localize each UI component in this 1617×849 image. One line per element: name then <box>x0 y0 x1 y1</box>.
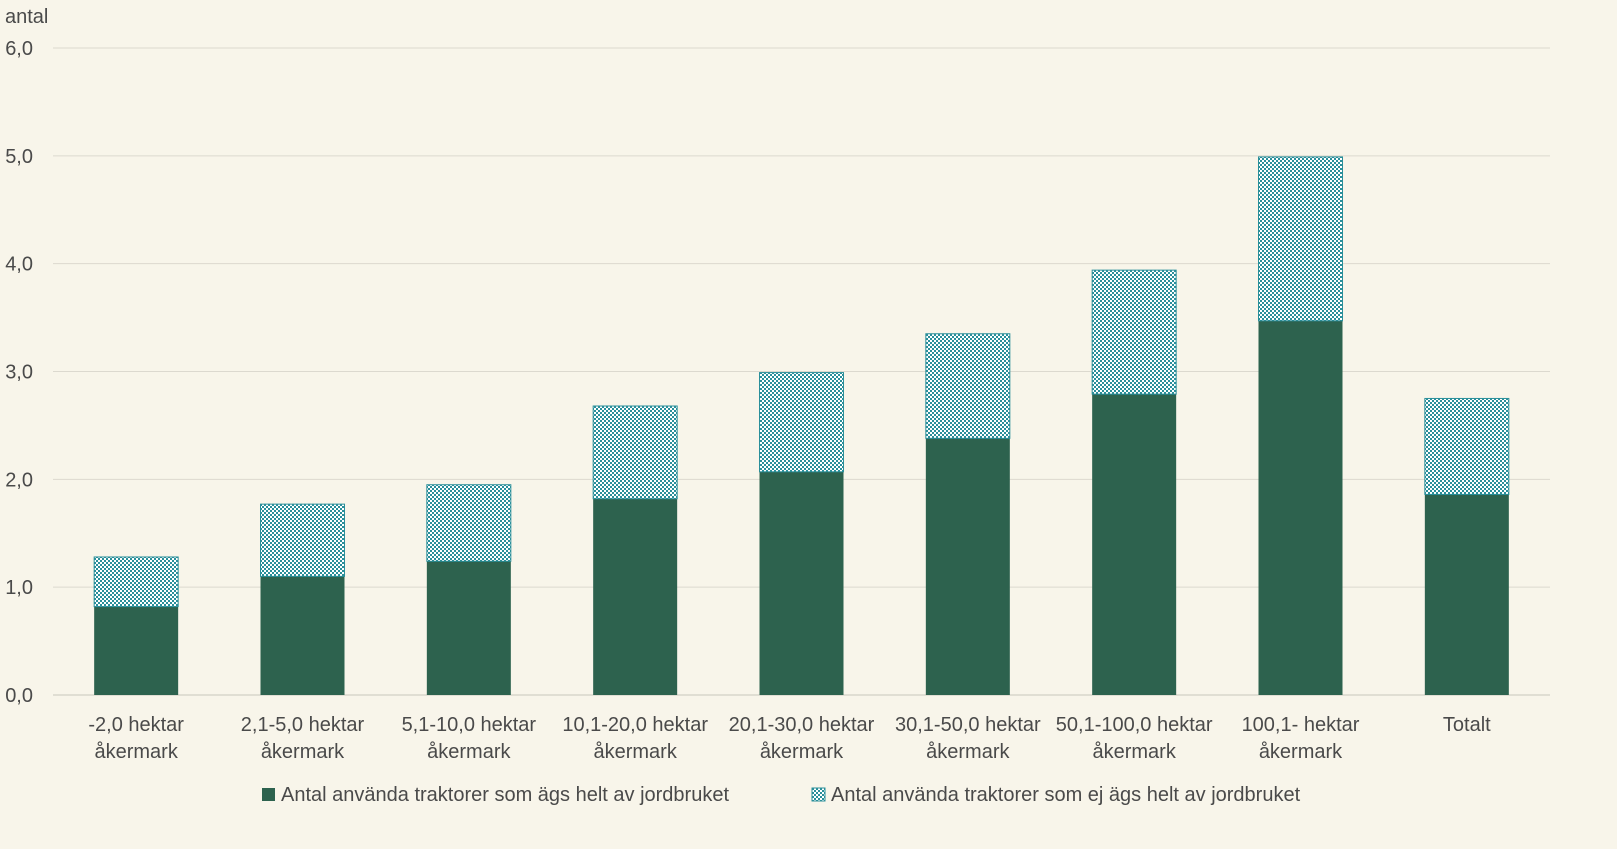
x-tick-label: åkermark <box>261 741 345 763</box>
x-tick-label: åkermark <box>760 741 844 763</box>
bar-segment-not-owned <box>1424 397 1510 495</box>
bar-segment-owned <box>426 561 511 695</box>
bar-segment-owned <box>260 576 345 695</box>
y-tick-label: 0,0 <box>5 685 33 707</box>
x-tick-label: åkermark <box>1259 741 1343 763</box>
bar-segment-not-owned <box>260 503 345 577</box>
legend-swatch <box>262 788 275 801</box>
x-tick-label: åkermark <box>1092 741 1176 763</box>
x-tick-label: 2,1-5,0 hektar <box>241 714 365 736</box>
bar-segment-owned <box>1092 394 1177 695</box>
legend-label: Antal använda traktorer som ej ägs helt … <box>831 784 1301 806</box>
bar-segment-owned <box>925 438 1010 695</box>
y-tick-label: 5,0 <box>5 146 33 168</box>
x-tick-label: 100,1- hektar <box>1242 714 1360 736</box>
y-tick-label: 4,0 <box>5 254 33 276</box>
x-tick-label: -2,0 hektar <box>88 714 184 736</box>
bar-segment-owned <box>1258 320 1343 695</box>
bar-segment-owned <box>593 498 678 695</box>
bar-segment-not-owned <box>759 372 844 473</box>
bar-segment-not-owned <box>925 333 1011 439</box>
x-tick-label: åkermark <box>926 741 1010 763</box>
bar-segment-not-owned <box>93 556 179 608</box>
bar-segment-not-owned <box>426 484 512 562</box>
bar-segment-not-owned <box>1258 156 1343 322</box>
bar-segment-owned <box>759 471 844 695</box>
bar-segment-owned <box>94 606 179 695</box>
y-tick-label: 2,0 <box>5 469 33 491</box>
x-tick-label: åkermark <box>94 741 178 763</box>
x-tick-label: 20,1-30,0 hektar <box>729 714 875 736</box>
bar-segment-not-owned <box>1091 269 1177 395</box>
x-tick-label: 10,1-20,0 hektar <box>562 714 708 736</box>
bar-segment-owned <box>1424 494 1509 695</box>
x-tick-label: åkermark <box>427 741 511 763</box>
x-tick-label: 5,1-10,0 hektar <box>402 714 537 736</box>
y-tick-label: 1,0 <box>5 577 33 599</box>
legend-label: Antal använda traktorer som ägs helt av … <box>281 784 729 806</box>
x-tick-label: 30,1-50,0 hektar <box>895 714 1041 736</box>
x-tick-label: 50,1-100,0 hektar <box>1056 714 1213 736</box>
x-tick-label: Totalt <box>1443 714 1491 736</box>
y-axis-label: antal <box>5 6 48 28</box>
legend: Antal använda traktorer som ägs helt av … <box>262 784 1301 806</box>
bar-segment-not-owned <box>592 405 678 500</box>
y-tick-label: 3,0 <box>5 362 33 384</box>
y-tick-labels: 0,0 1,0 2,0 3,0 4,0 5,0 6,0 <box>5 38 33 707</box>
legend-swatch <box>811 787 826 802</box>
x-tick-labels: -2,0 hektar åkermark 2,1-5,0 hektar åkermar… <box>88 714 1491 763</box>
bars <box>93 156 1510 695</box>
x-tick-label: åkermark <box>593 741 677 763</box>
y-tick-label: 6,0 <box>5 38 33 60</box>
